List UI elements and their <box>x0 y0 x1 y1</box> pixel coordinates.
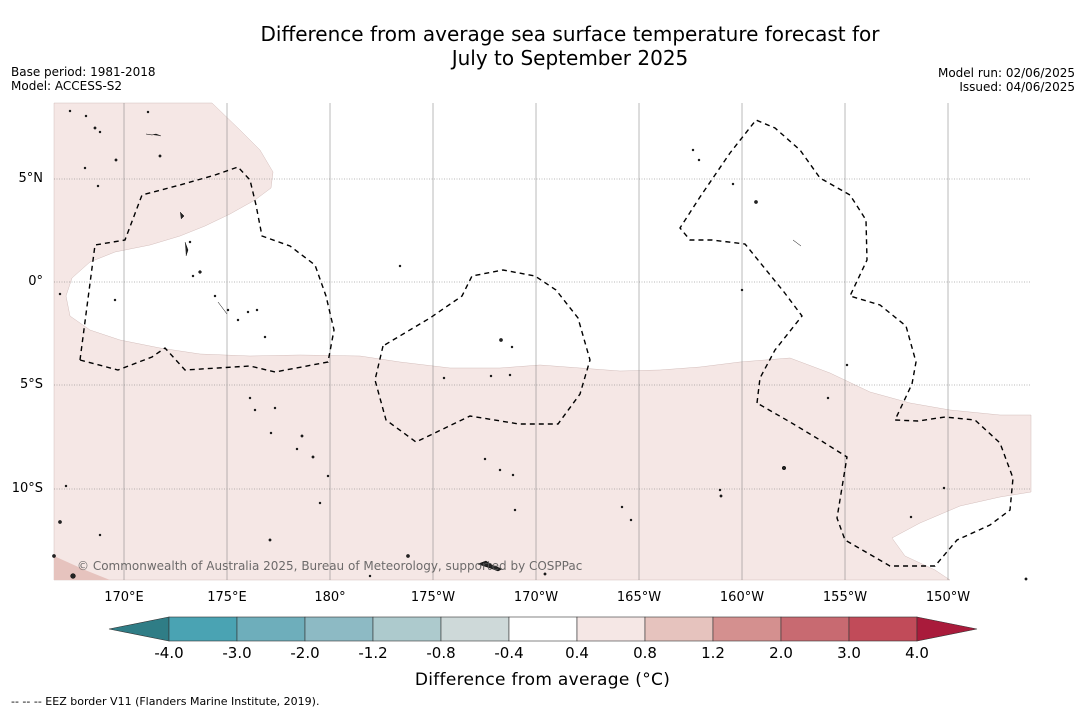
colorbar-tick: -2.0 <box>290 644 320 662</box>
colorbar-tick: -0.4 <box>494 644 524 662</box>
colorbar-segment <box>508 616 578 642</box>
lat-label-10s: 10°S <box>11 481 43 496</box>
copyright-notice: © Commonwealth of Australia 2025, Bureau… <box>77 559 583 573</box>
eez-borders <box>79 119 1014 567</box>
colorbar-segment <box>848 616 918 642</box>
colorbar-segment <box>712 616 782 642</box>
colorbar-tick: 2.0 <box>769 644 793 662</box>
lat-label-5n: 5°N <box>18 171 44 186</box>
colorbar-segment <box>236 616 306 642</box>
anomaly-region-corner <box>54 556 110 580</box>
lon-label-165w: 165°W <box>616 590 662 605</box>
lon-label-175w: 175°W <box>410 590 456 605</box>
gridlines <box>54 178 1031 490</box>
anomaly-region-north <box>53 102 1032 581</box>
colorbar-tick: -4.0 <box>154 644 184 662</box>
colorbar-tick: -0.8 <box>426 644 456 662</box>
map-title: Difference from average sea surface temp… <box>0 22 1085 70</box>
colorbar-segment <box>576 616 646 642</box>
model-run: Model run: 02/06/2025 <box>937 66 1075 80</box>
title-line-2: July to September 2025 <box>451 46 689 70</box>
lat-label-0: 0° <box>28 274 43 289</box>
meridians <box>123 103 949 580</box>
lon-label-170w: 170°W <box>513 590 559 605</box>
colorbar-segment <box>168 616 238 642</box>
colorbar-segment <box>304 616 374 642</box>
eez-border-kiribati-gilbert <box>79 166 335 373</box>
base-period: Base period: 1981-2018 <box>11 65 156 79</box>
lat-label-5s: 5°S <box>19 377 43 392</box>
colorbar-tick: -3.0 <box>222 644 252 662</box>
issued-date: Issued: 04/06/2025 <box>959 80 1075 94</box>
lon-label-175e: 175°E <box>207 590 247 605</box>
lon-label-170e: 170°E <box>104 590 144 605</box>
colorbar-extend-high <box>916 616 978 642</box>
colorbar-segment <box>372 616 442 642</box>
eez-border-line-islands <box>679 119 1014 567</box>
colorbar-segment <box>780 616 850 642</box>
colorbar-title: Difference from average (°C) <box>414 670 671 690</box>
lon-label-160w: 160°W <box>719 590 765 605</box>
islands <box>52 109 1028 581</box>
title-line-1: Difference from average sea surface temp… <box>260 22 880 46</box>
colorbar-tick: 0.4 <box>565 644 589 662</box>
lon-label-180: 180° <box>314 590 346 605</box>
colorbar-tick: -1.2 <box>358 644 388 662</box>
lon-label-155w: 155°W <box>822 590 868 605</box>
eez-border-phoenix <box>374 269 591 443</box>
colorbar-tick: 0.8 <box>633 644 657 662</box>
colorbar-segment <box>440 616 510 642</box>
colorbar-segment <box>644 616 714 642</box>
meta-right: Model run: 02/06/2025 Issued: 04/06/2025 <box>938 66 1075 94</box>
colorbar-tick: 4.0 <box>905 644 929 662</box>
colorbar-tick: 1.2 <box>701 644 725 662</box>
colorbar-extend-low <box>108 616 170 642</box>
meta-left: Base period: 1981-2018 Model: ACCESS-S2 <box>11 65 156 93</box>
eez-legend-note: -- -- -- EEZ border V11 (Flanders Marine… <box>11 695 320 708</box>
colorbar-tick: 3.0 <box>837 644 861 662</box>
model-name: Model: ACCESS-S2 <box>11 79 123 93</box>
lon-label-150w: 150°W <box>925 590 971 605</box>
